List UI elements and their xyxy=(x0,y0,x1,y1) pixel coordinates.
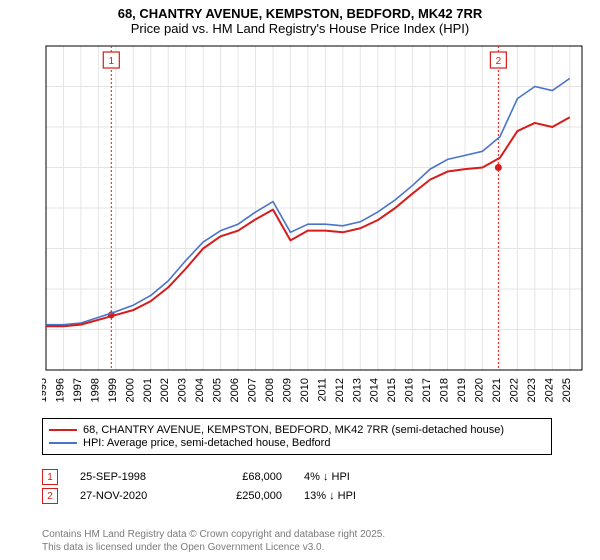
svg-text:2000: 2000 xyxy=(124,378,136,402)
marker-badge-1: 1 xyxy=(42,469,58,485)
svg-text:2008: 2008 xyxy=(264,378,276,402)
svg-text:2004: 2004 xyxy=(194,378,206,402)
svg-text:1997: 1997 xyxy=(72,378,84,402)
legend-swatch-hpi xyxy=(49,442,77,444)
svg-text:2025: 2025 xyxy=(561,378,573,402)
chart-plot: £0£50K£100K£150K£200K£250K£300K£350K£400… xyxy=(42,42,590,412)
svg-text:2021: 2021 xyxy=(491,378,503,402)
svg-text:2024: 2024 xyxy=(543,378,555,402)
marker-date-2: 27-NOV-2020 xyxy=(80,490,180,502)
marker-pct-1: 4% ↓ HPI xyxy=(304,471,404,483)
svg-text:1995: 1995 xyxy=(42,378,49,402)
legend-label-hpi: HPI: Average price, semi-detached house,… xyxy=(83,437,330,449)
svg-text:2003: 2003 xyxy=(177,378,189,402)
svg-text:2010: 2010 xyxy=(299,378,311,402)
marker-badge-2: 2 xyxy=(42,488,58,504)
footer-attribution: Contains HM Land Registry data © Crown c… xyxy=(42,529,385,554)
marker-row-2: 2 27-NOV-2020 £250,000 13% ↓ HPI xyxy=(42,488,404,504)
svg-text:2013: 2013 xyxy=(351,378,363,402)
legend: 68, CHANTRY AVENUE, KEMPSTON, BEDFORD, M… xyxy=(42,418,552,455)
svg-text:2007: 2007 xyxy=(247,378,259,402)
svg-text:2001: 2001 xyxy=(142,378,154,402)
svg-text:2018: 2018 xyxy=(439,378,451,402)
legend-swatch-property xyxy=(49,429,77,431)
marker-price-1: £68,000 xyxy=(202,471,282,483)
svg-text:2017: 2017 xyxy=(421,378,433,402)
svg-text:2006: 2006 xyxy=(229,378,241,402)
marker-row-1: 1 25-SEP-1998 £68,000 4% ↓ HPI xyxy=(42,469,404,485)
legend-row-property: 68, CHANTRY AVENUE, KEMPSTON, BEDFORD, M… xyxy=(49,424,545,436)
marker-pct-2: 13% ↓ HPI xyxy=(304,490,404,502)
legend-row-hpi: HPI: Average price, semi-detached house,… xyxy=(49,437,545,449)
svg-text:2011: 2011 xyxy=(316,378,328,402)
svg-text:2009: 2009 xyxy=(281,378,293,402)
svg-text:2023: 2023 xyxy=(526,378,538,402)
svg-text:2016: 2016 xyxy=(404,378,416,402)
chart-title-block: 68, CHANTRY AVENUE, KEMPSTON, BEDFORD, M… xyxy=(0,0,600,38)
svg-text:1: 1 xyxy=(109,56,115,67)
svg-text:1996: 1996 xyxy=(54,378,66,402)
svg-text:2005: 2005 xyxy=(212,378,224,402)
svg-text:2002: 2002 xyxy=(159,378,171,402)
svg-text:2019: 2019 xyxy=(456,378,468,402)
title-line-2: Price paid vs. HM Land Registry's House … xyxy=(0,21,600,36)
marker-price-2: £250,000 xyxy=(202,490,282,502)
marker-table: 1 25-SEP-1998 £68,000 4% ↓ HPI 2 27-NOV-… xyxy=(42,466,404,507)
svg-text:2022: 2022 xyxy=(508,378,520,402)
svg-text:2: 2 xyxy=(496,56,502,67)
marker-date-1: 25-SEP-1998 xyxy=(80,471,180,483)
footer-line-1: Contains HM Land Registry data © Crown c… xyxy=(42,529,385,542)
svg-text:2014: 2014 xyxy=(369,378,381,402)
svg-text:2015: 2015 xyxy=(386,378,398,402)
svg-text:1999: 1999 xyxy=(107,378,119,402)
title-line-1: 68, CHANTRY AVENUE, KEMPSTON, BEDFORD, M… xyxy=(0,6,600,21)
legend-label-property: 68, CHANTRY AVENUE, KEMPSTON, BEDFORD, M… xyxy=(83,424,504,436)
footer-line-2: This data is licensed under the Open Gov… xyxy=(42,542,385,555)
svg-text:2012: 2012 xyxy=(334,378,346,402)
svg-text:2020: 2020 xyxy=(473,378,485,402)
svg-text:1998: 1998 xyxy=(89,378,101,402)
